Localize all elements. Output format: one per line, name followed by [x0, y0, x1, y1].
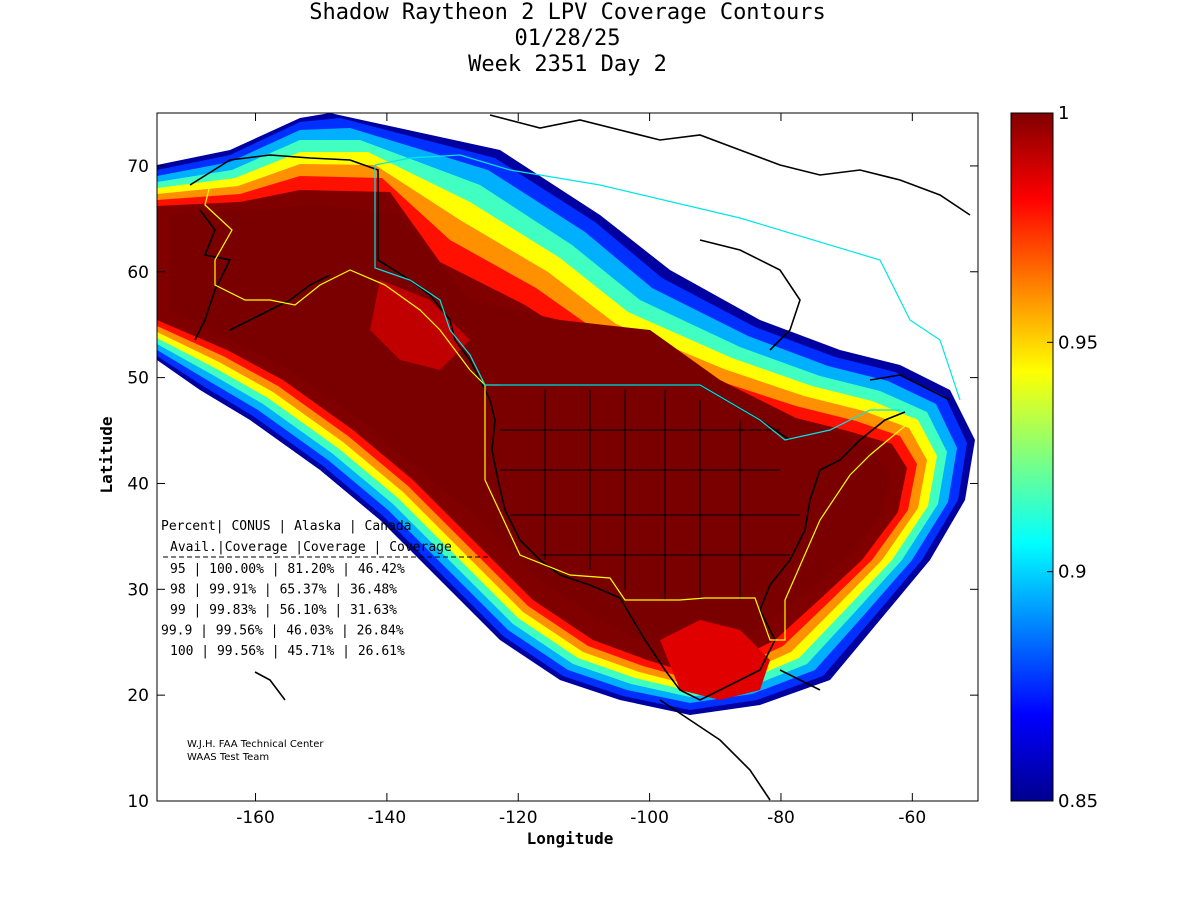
colorbar-ticks: 1 0.95 0.9 0.85: [1047, 103, 1098, 812]
credit-line-1: W.J.H. FAA Technical Center: [187, 739, 324, 750]
coverage-core-inner: [170, 205, 890, 660]
header-alaska: Alaska: [294, 519, 341, 534]
y-tick-label: 50: [127, 369, 149, 389]
table-row: 99.9 | 99.56% | 46.03% | 26.84%: [161, 624, 404, 639]
table-header-1: Percent| CONUS | Alaska | Canada: [161, 519, 412, 534]
colorbar-tick-label: 0.85: [1058, 791, 1098, 812]
header-avail: Avail.: [170, 540, 217, 555]
colorbar-tick-label: 1: [1058, 103, 1069, 124]
coverage-table: Percent| CONUS | Alaska | Canada Avail.|…: [161, 519, 492, 659]
region-outline: [204, 184, 916, 641]
chart-week: Week 2351 Day 2: [468, 52, 667, 77]
table-row: 95 | 100.00% | 81.20% | 46.42%: [170, 562, 405, 577]
y-tick-label: 30: [127, 580, 149, 600]
coastlines: [189, 114, 971, 801]
header-canada: Canada: [365, 519, 412, 534]
header-coverage-1: Coverage: [225, 540, 288, 555]
y-tick-label: 40: [127, 474, 149, 494]
table-row: 99 | 99.83% | 56.10% | 31.63%: [170, 603, 397, 618]
table-row: 98 | 99.91% | 65.37% | 36.48%: [170, 583, 397, 598]
header-coverage-3: Coverage: [389, 540, 452, 555]
coverage-contours: [157, 113, 975, 801]
x-tick-label: -80: [767, 808, 795, 828]
header-coverage-2: Coverage: [303, 540, 366, 555]
credit-line-2: WAAS Test Team: [187, 752, 269, 763]
header-conus: CONUS: [231, 519, 270, 534]
colorbar-tick-label: 0.9: [1058, 562, 1087, 583]
table-row: 100 | 99.56% | 45.71% | 26.61%: [170, 644, 405, 659]
y-axis-label: Latitude: [97, 416, 116, 493]
x-tick-label: -120: [499, 808, 538, 828]
table-header-2: Avail.|Coverage |Coverage | Coverage: [170, 540, 452, 555]
y-axis: 10 20 30 40 50 60 70: [127, 157, 978, 812]
colorbar-tick-label: 0.95: [1058, 332, 1098, 353]
chart-date: 01/28/25: [514, 26, 621, 51]
alaska-red-patch: [370, 280, 470, 370]
y-tick-label: 60: [127, 263, 149, 283]
y-tick-label: 70: [127, 157, 149, 177]
x-axis-label: Longitude: [527, 829, 614, 848]
canada-outline: [374, 154, 961, 441]
state-borders: [500, 390, 800, 600]
y-tick-label: 10: [127, 792, 149, 812]
table-rows: 95 | 100.00% | 81.20% | 46.42% 98 | 99.9…: [161, 562, 405, 659]
chart-title: Shadow Raytheon 2 LPV Coverage Contours: [309, 0, 826, 25]
x-tick-label: -160: [236, 808, 275, 828]
gulf-red-patch: [660, 620, 770, 700]
header-percent: Percent: [161, 519, 216, 534]
x-tick-label: -140: [368, 808, 407, 828]
y-tick-label: 20: [127, 686, 149, 706]
plot-frame: [156, 112, 979, 802]
x-tick-label: -60: [898, 808, 926, 828]
colorbar: [1010, 112, 1054, 802]
x-tick-label: -100: [630, 808, 669, 828]
x-axis: -160 -140 -120 -100 -80 -60: [236, 113, 926, 828]
